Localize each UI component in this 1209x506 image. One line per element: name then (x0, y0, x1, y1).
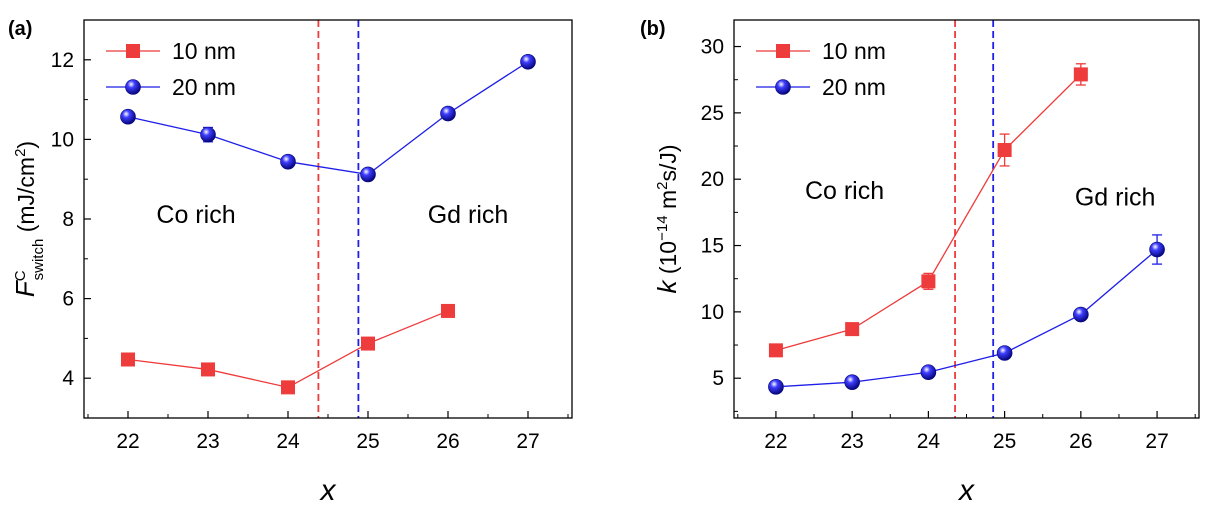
data-point-sphere (1073, 306, 1089, 323)
chart-panel-a: (a) 22 23 24 25 26 27 4 6 8 10 12 x FCswitch (mJ/cm2)… (0, 0, 600, 506)
legend-label: 20 nm (172, 74, 236, 100)
data-point-sphere (920, 364, 937, 381)
data-point-sphere (844, 374, 860, 390)
data-point-square (997, 143, 1012, 158)
y-tick-label: 4 (62, 367, 74, 390)
x-tick-label: 22 (116, 430, 139, 453)
y-tick-label: 5 (712, 367, 724, 390)
data-point-sphere (360, 166, 376, 183)
y-tick-label: 10 (51, 128, 74, 151)
legend-label: 10 nm (822, 38, 886, 64)
data-point-sphere (768, 379, 784, 395)
x-tick-label: 27 (1145, 430, 1168, 453)
series-line-20-nm (127, 61, 529, 176)
x-tick-label: 23 (196, 430, 219, 453)
legend-marker-sphere (775, 79, 791, 95)
y-tick-label: 10 (701, 301, 724, 324)
chart-b-svg: (b) 22 23 24 25 26 27 5 10 15 20 25 30 x k (10−14 m2s/… (640, 18, 1200, 506)
plot-frame (733, 19, 1200, 419)
legend-marker-square (126, 44, 140, 58)
data-point-sphere (520, 53, 536, 70)
data-point-sphere (440, 105, 456, 122)
x-tick-label: 25 (993, 430, 1016, 453)
x-tick-label: 25 (356, 430, 379, 453)
legend-label: 20 nm (822, 74, 886, 100)
y-tick-label: 25 (701, 102, 724, 125)
series-line-10-nm (775, 73, 1082, 351)
y-tick-label: 15 (701, 235, 724, 258)
x-axis-label: x (319, 474, 337, 506)
chart-a-svg: (a) 22 23 24 25 26 27 4 6 8 10 12 x FCswitch (mJ/cm2)… (8, 18, 573, 506)
data-point-square (921, 274, 936, 289)
data-point-square (201, 362, 215, 377)
region-annotation-2: Gd rich (428, 201, 509, 229)
x-axis-label: x (957, 474, 975, 506)
data-point-square (441, 303, 455, 318)
legend-marker-square (776, 44, 790, 58)
x-tick-label: 23 (840, 430, 863, 453)
y-tick-label: 8 (62, 208, 74, 231)
y-axis-label: FCswitch (mJ/cm2) (10, 141, 47, 297)
data-point-square (361, 336, 375, 351)
region-annotation-2: Gd rich (1075, 184, 1156, 212)
x-tick-label: 22 (764, 430, 787, 453)
x-tick-label: 24 (917, 430, 941, 453)
chart-panel-b: (b) 22 23 24 25 26 27 5 10 15 20 25 30 x k (10−14 m2s/… (610, 0, 1209, 506)
series-line-10-nm (127, 310, 449, 389)
x-tick-label: 27 (516, 430, 539, 453)
x-tick-label: 26 (1069, 430, 1092, 453)
data-point-square (281, 380, 295, 395)
y-tick-label: 6 (62, 288, 74, 311)
panel-label: (a) (8, 18, 32, 40)
region-annotation-1: Co rich (156, 201, 235, 229)
region-annotation-1: Co rich (805, 177, 884, 205)
data-point-square (121, 352, 135, 367)
y-axis-label: k (10−14 m2s/J) (652, 144, 682, 293)
data-point-sphere (200, 126, 216, 143)
legend-marker-sphere (125, 79, 141, 95)
data-point-sphere (120, 108, 136, 125)
data-point-square (1073, 67, 1088, 82)
panel-label: (b) (640, 18, 666, 40)
data-point-square (845, 322, 860, 337)
data-point-sphere (280, 153, 296, 170)
y-tick-label: 20 (701, 168, 724, 191)
x-tick-label: 24 (276, 430, 300, 453)
legend-label: 10 nm (172, 38, 236, 64)
x-tick-label: 26 (436, 430, 459, 453)
y-tick-label: 30 (701, 36, 724, 59)
series-line-20-nm (775, 249, 1158, 388)
data-point-sphere (996, 345, 1013, 361)
data-point-sphere (1149, 241, 1165, 258)
data-point-square (768, 343, 783, 358)
y-tick-label: 12 (51, 49, 74, 72)
